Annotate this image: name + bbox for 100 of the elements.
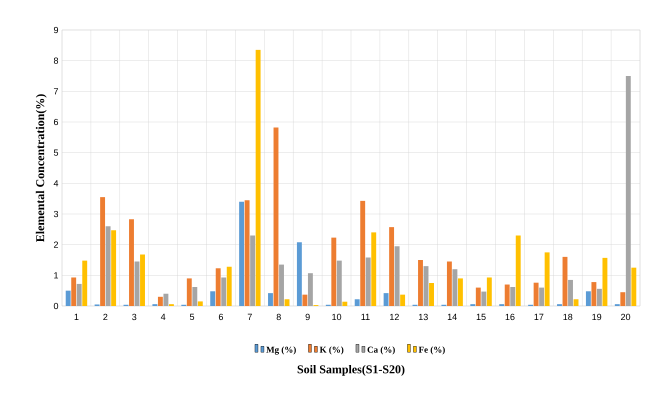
bar bbox=[210, 291, 216, 306]
x-tick-label: 5 bbox=[190, 314, 194, 320]
bar bbox=[192, 286, 198, 306]
bar bbox=[354, 299, 360, 306]
bar bbox=[284, 299, 290, 306]
bar bbox=[602, 258, 608, 306]
bar bbox=[158, 296, 163, 306]
bar bbox=[591, 282, 596, 306]
x-tick-label: 13 bbox=[418, 314, 428, 320]
legend-label: Fe (%) bbox=[418, 346, 445, 355]
bar bbox=[626, 76, 631, 306]
legend-label: Mg (%) bbox=[266, 346, 296, 355]
x-tick-label: 8 bbox=[276, 314, 281, 320]
bar bbox=[76, 284, 82, 306]
legend-label: K (%) bbox=[320, 346, 344, 355]
y-tick-label: 8 bbox=[54, 57, 58, 64]
bar bbox=[302, 294, 308, 306]
y-tick-label: 4 bbox=[54, 180, 58, 186]
x-tick-label: 6 bbox=[218, 314, 224, 320]
bar bbox=[544, 252, 550, 306]
x-tick-label: 12 bbox=[390, 314, 399, 320]
bar bbox=[268, 293, 273, 306]
bar bbox=[389, 227, 394, 306]
x-tick-label: 16 bbox=[506, 314, 515, 320]
x-tick-label: 4 bbox=[160, 314, 166, 320]
bar bbox=[186, 278, 192, 306]
bar bbox=[221, 277, 226, 306]
x-tick-label: 10 bbox=[332, 314, 342, 320]
bar bbox=[279, 264, 284, 306]
y-tick-label: 0 bbox=[54, 302, 58, 310]
bar bbox=[596, 288, 602, 306]
bar bbox=[586, 291, 591, 306]
x-tick-label: 11 bbox=[361, 314, 370, 320]
bar bbox=[384, 293, 389, 306]
bar bbox=[424, 266, 428, 306]
bar bbox=[620, 292, 626, 306]
bar bbox=[458, 278, 463, 306]
bar bbox=[111, 230, 116, 306]
bar bbox=[106, 226, 111, 306]
bar bbox=[568, 280, 573, 306]
bar bbox=[476, 288, 481, 306]
x-tick-label: 3 bbox=[132, 314, 136, 320]
y-tick-label: 1 bbox=[54, 272, 58, 278]
bar bbox=[446, 262, 452, 306]
x-tick-label: 18 bbox=[563, 314, 572, 320]
x-tick-label: 2 bbox=[103, 314, 108, 320]
x-tick-label: 1 bbox=[74, 314, 79, 320]
bar bbox=[296, 242, 302, 306]
bar bbox=[66, 290, 71, 306]
bar bbox=[342, 302, 348, 306]
bar bbox=[400, 294, 406, 306]
y-tick-label: 9 bbox=[54, 26, 58, 34]
bar bbox=[244, 200, 250, 306]
bar bbox=[331, 238, 336, 306]
bar bbox=[360, 200, 366, 306]
bar bbox=[394, 246, 400, 306]
bar bbox=[418, 260, 423, 306]
bar bbox=[504, 284, 510, 306]
bar bbox=[539, 288, 544, 306]
bar bbox=[510, 286, 516, 306]
bar bbox=[100, 197, 106, 306]
bar bbox=[371, 232, 376, 306]
bar bbox=[250, 235, 256, 306]
y-tick-label: 5 bbox=[54, 150, 58, 156]
bar bbox=[163, 294, 168, 306]
bar bbox=[198, 301, 203, 306]
bar bbox=[239, 202, 244, 306]
bar bbox=[82, 260, 88, 306]
x-tick-label: 7 bbox=[248, 314, 252, 320]
x-axis-title: Soil Samples(S1-S20) bbox=[298, 364, 404, 376]
legend-label: Ca (%) bbox=[368, 346, 395, 355]
bar bbox=[486, 277, 492, 306]
bar bbox=[366, 258, 371, 306]
bar bbox=[516, 235, 521, 306]
bar bbox=[308, 273, 313, 306]
bar bbox=[256, 50, 261, 306]
bar bbox=[71, 277, 76, 306]
x-tick-label: 19 bbox=[592, 314, 602, 320]
bar bbox=[631, 268, 636, 306]
bar bbox=[562, 256, 568, 306]
x-tick-label: 20 bbox=[621, 314, 630, 320]
x-tick-label: 15 bbox=[476, 314, 486, 320]
bar bbox=[481, 292, 486, 306]
y-tick-label: 3 bbox=[54, 210, 58, 218]
bar bbox=[452, 269, 458, 306]
bar bbox=[429, 283, 434, 306]
bar bbox=[274, 128, 278, 306]
x-tick-label: 17 bbox=[534, 314, 544, 320]
bar bbox=[534, 282, 539, 306]
x-tick-label: 9 bbox=[306, 314, 310, 320]
x-tick-label: 14 bbox=[448, 314, 457, 320]
bar bbox=[129, 219, 134, 306]
bar bbox=[336, 260, 342, 306]
bar bbox=[574, 299, 578, 306]
bar bbox=[226, 266, 232, 306]
y-tick-label: 7 bbox=[54, 88, 58, 94]
bar bbox=[216, 268, 221, 306]
y-tick-label: 6 bbox=[54, 118, 58, 126]
y-axis-title: Elemental Concentration(%) bbox=[36, 94, 47, 242]
y-tick-label: 2 bbox=[54, 242, 58, 248]
